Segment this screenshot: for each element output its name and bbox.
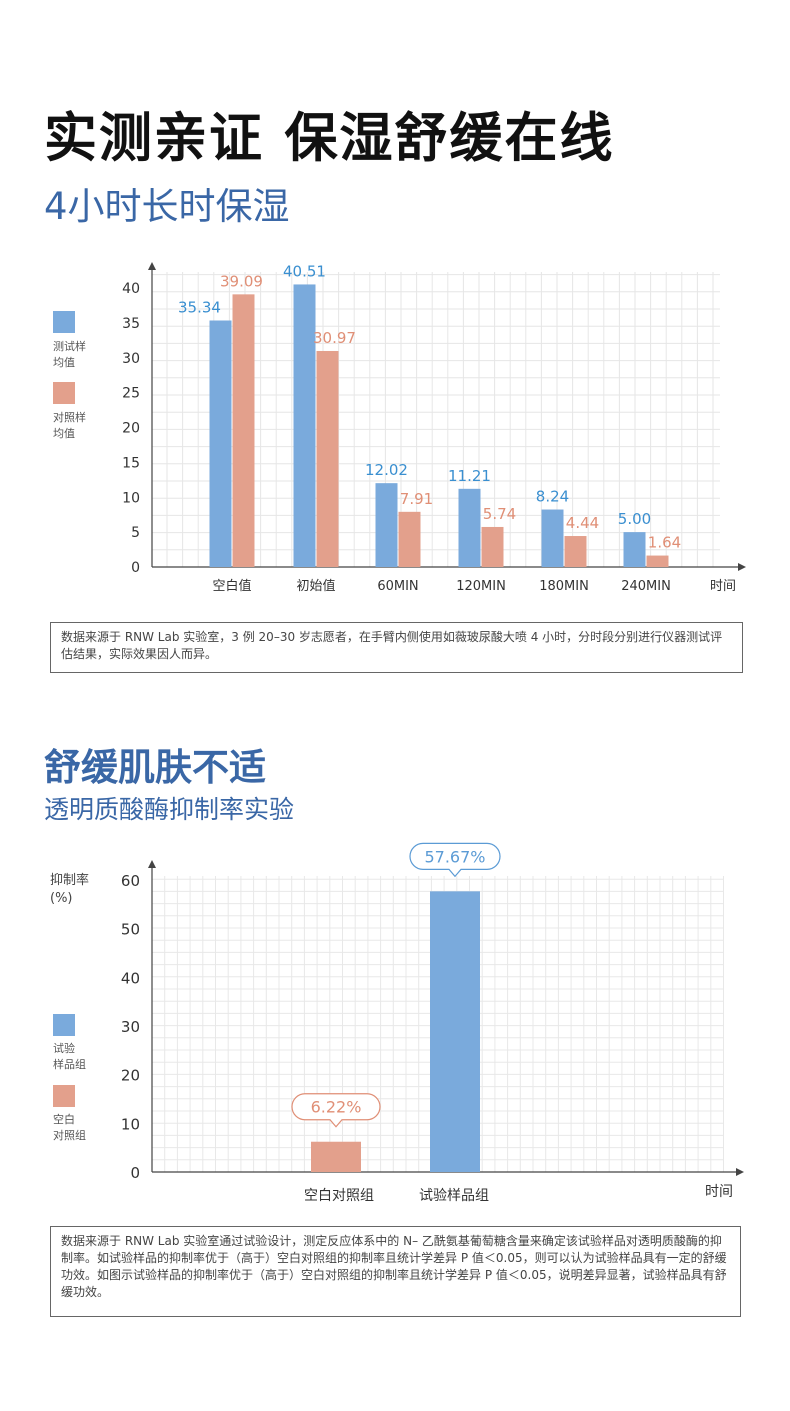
legend-label-control-line2: 均值	[53, 427, 75, 440]
data-label-control-3: 5.74	[483, 505, 516, 523]
legend-control-sample: 对照样 均值	[53, 382, 113, 442]
y-tick-label: 0	[130, 1164, 140, 1182]
bar-control-3	[481, 526, 504, 567]
bar-control-2	[398, 511, 421, 567]
legend-trial-group: 试验 样品组	[53, 1014, 113, 1073]
y-tick-label: 30	[122, 351, 140, 367]
bar-test-0	[209, 320, 232, 567]
y-axis-arrow	[148, 262, 156, 270]
section2-note: 数据来源于 RNW Lab 实验室通过试验设计，测定反应体系中的 N– 乙酰氨基…	[50, 1226, 741, 1317]
data-label-test-1: 40.51	[283, 262, 326, 280]
y-tick-label: 50	[121, 921, 140, 939]
x-category-label: 180MIN	[539, 579, 589, 594]
x-category-label: 60MIN	[377, 579, 418, 594]
legend-label-test-line2: 均值	[53, 356, 75, 369]
x-axis-arrow	[738, 563, 746, 571]
legend-label-test-line1: 测试样	[53, 340, 86, 353]
bar-test-4	[541, 509, 564, 567]
y-tick-label: 20	[122, 421, 140, 437]
bar-control-4	[564, 536, 587, 567]
x-category-label: 240MIN	[621, 579, 671, 594]
y-tick-label: 20	[121, 1067, 140, 1085]
data-label-0: 6.22%	[311, 1098, 362, 1117]
data-label-bubble-1	[409, 842, 501, 878]
data-label-test-5: 5.00	[618, 510, 651, 528]
y-tick-label: 0	[131, 560, 140, 576]
data-label-test-4: 8.24	[536, 488, 569, 506]
bar-1	[430, 891, 480, 1172]
y-tick-label: 15	[122, 455, 140, 471]
chart2-ylabel-line1: 抑制率	[50, 873, 90, 888]
data-label-bubble-0	[291, 1093, 381, 1128]
y-tick-label: 30	[121, 1018, 140, 1036]
page-headline: 实测亲证 保湿舒缓在线	[44, 108, 615, 169]
legend-swatch-trial	[53, 1014, 75, 1036]
section2-subtitle: 透明质酸酶抑制率实验	[44, 795, 295, 824]
moisture-bar-chart: 0 5 10 15 20 25 30 35 40 35.34 39.09 空白值 40.51 30.97 初…	[122, 262, 746, 594]
legend-label-blank-line1: 空白	[53, 1113, 75, 1126]
bar-control-1	[316, 350, 339, 567]
legend-swatch-blank	[53, 1085, 75, 1107]
data-label-test-0: 35.34	[178, 299, 221, 317]
x-category-label: 120MIN	[456, 579, 506, 594]
section1-note: 数据来源于 RNW Lab 实验室，3 例 20–30 岁志愿者，在手臂内侧使用…	[50, 622, 743, 673]
data-label-test-2: 12.02	[365, 461, 408, 479]
y-tick-label: 10	[121, 1115, 140, 1133]
data-label-control-5: 1.64	[648, 534, 681, 552]
bar-0	[311, 1141, 361, 1172]
inhibition-bar-chart: 0 10 20 30 40 50 60 6.22% 空白对照组 57.67% 试验样品组 时间	[121, 842, 744, 1204]
x-category-label: 试验样品组	[419, 1188, 489, 1204]
x-category-label: 空白值	[212, 578, 251, 594]
data-label-control-2: 7.91	[400, 490, 433, 508]
chart2-ylabel-line2: (%)	[50, 891, 73, 906]
legend-label-blank-line2: 对照组	[53, 1129, 86, 1142]
section1-subtitle: 4小时长时保湿	[44, 185, 290, 228]
y-tick-label: 5	[131, 525, 140, 541]
y-tick-label: 60	[121, 872, 140, 890]
bar-control-0	[232, 294, 255, 567]
data-label-control-0: 39.09	[220, 272, 263, 290]
chart2-ylabel: 抑制率 (%)	[50, 872, 89, 908]
x-category-label: 初始值	[296, 578, 335, 594]
bar-test-2	[375, 483, 398, 567]
bar-test-5	[623, 532, 646, 567]
bar-control-5	[646, 555, 669, 567]
bar-test-1	[293, 284, 316, 567]
legend-swatch-control	[53, 382, 75, 404]
x-axis-title: 时间	[705, 1184, 733, 1200]
legend-swatch-test	[53, 311, 75, 333]
y-tick-label: 40	[122, 281, 140, 297]
bar-test-3	[458, 488, 481, 567]
data-label-1: 57.67%	[424, 847, 485, 866]
legend-test-sample: 测试样 均值	[53, 311, 113, 371]
x-category-label: 空白对照组	[304, 1188, 374, 1204]
legend-label-control-line1: 对照样	[53, 411, 86, 424]
data-label-control-1: 30.97	[313, 329, 356, 347]
y-tick-label: 40	[121, 969, 140, 987]
legend-label-trial-line1: 试验	[53, 1042, 75, 1055]
y-axis-arrow	[148, 860, 156, 868]
y-tick-label: 35	[122, 316, 140, 332]
legend-label-trial-line2: 样品组	[53, 1058, 86, 1071]
data-label-control-4: 4.44	[566, 514, 599, 532]
y-tick-label: 10	[122, 490, 140, 506]
x-axis-arrow	[736, 1168, 744, 1176]
x-axis-title: 时间	[710, 579, 736, 594]
data-label-test-3: 11.21	[448, 467, 491, 485]
y-tick-label: 25	[122, 386, 140, 402]
section2-title: 舒缓肌肤不适	[44, 746, 266, 789]
legend-blank-group: 空白 对照组	[53, 1085, 113, 1144]
